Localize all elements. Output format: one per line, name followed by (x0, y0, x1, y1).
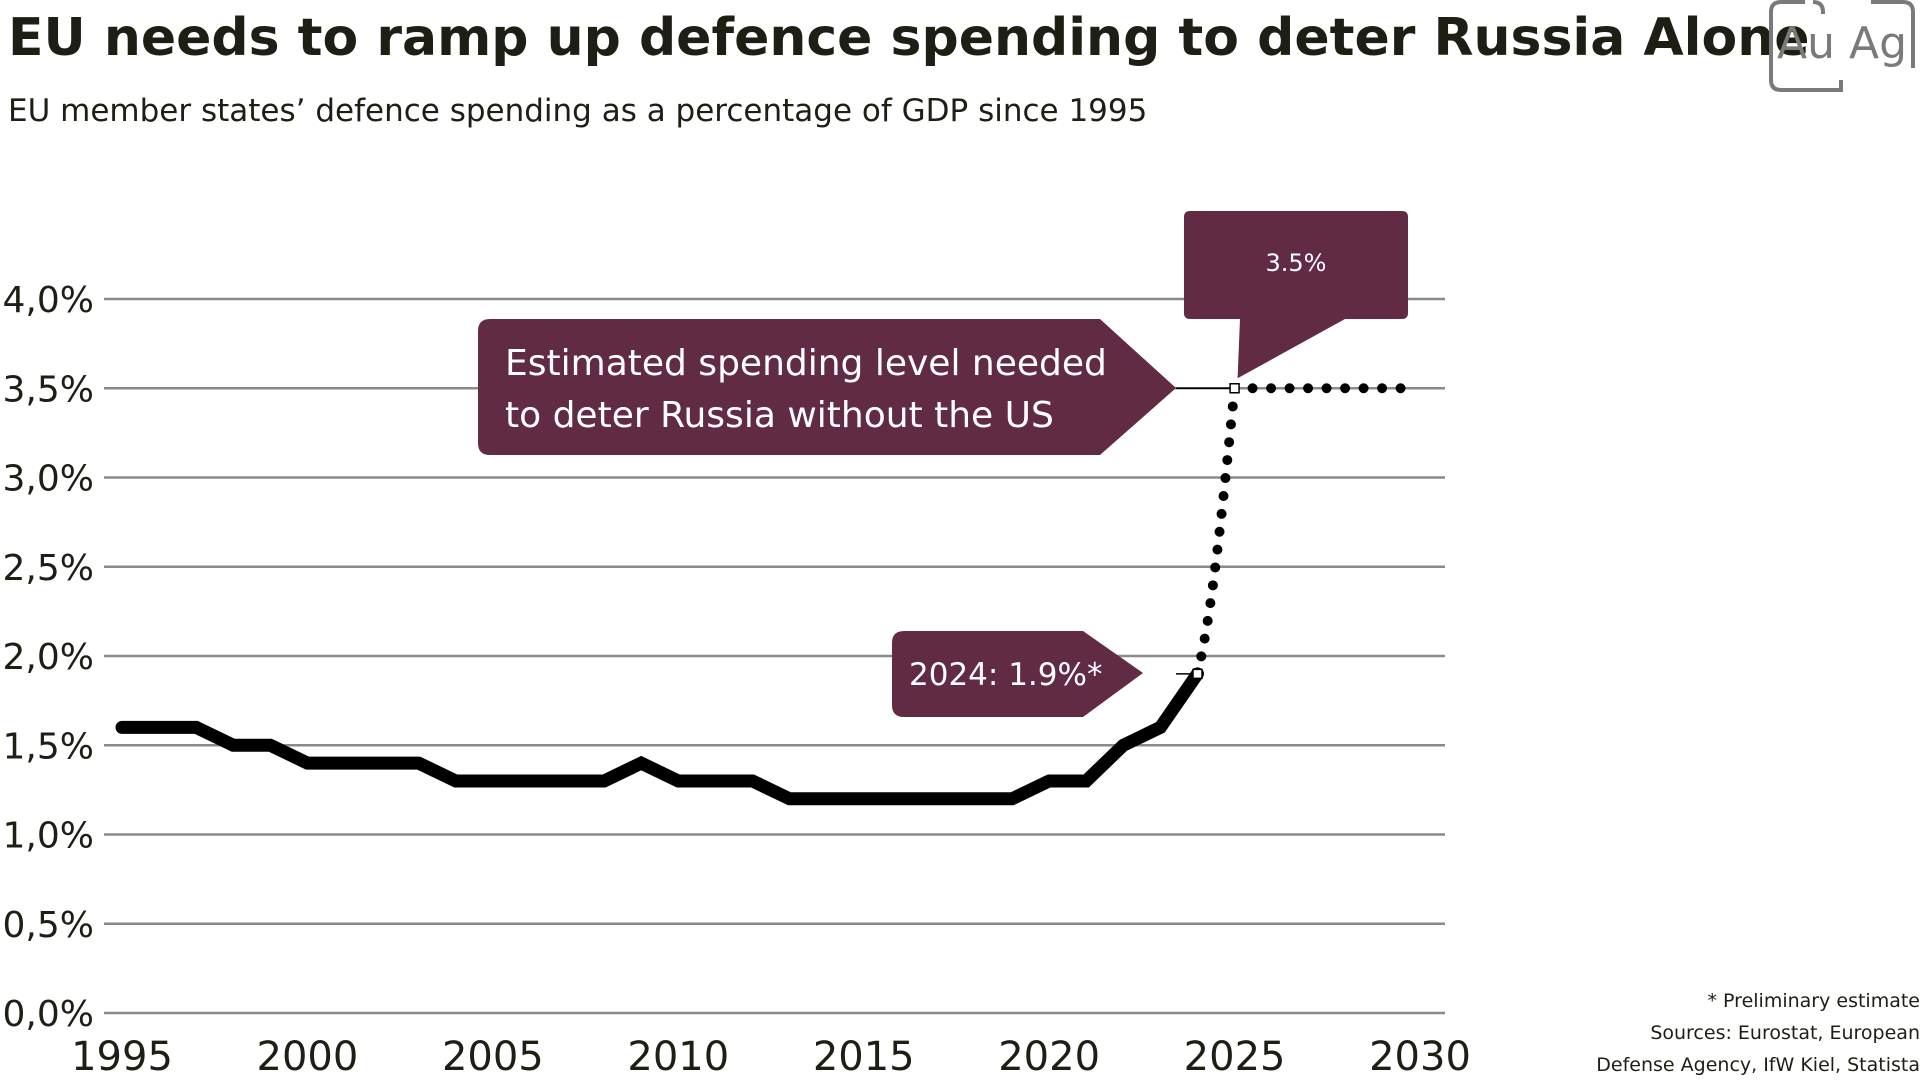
x-tick-label: 1995 (71, 1034, 173, 1080)
series-line-ramp (1197, 388, 1234, 674)
annotation-connectors (1176, 388, 1235, 674)
y-tick-label: 1,5% (3, 726, 94, 767)
y-tick-label: 0,0% (3, 994, 94, 1035)
y-tick-label: 2,5% (3, 548, 94, 589)
y-tick-label: 3,0% (3, 459, 94, 500)
y-tick-label: 0,5% (3, 905, 94, 946)
x-tick-label: 2005 (442, 1034, 544, 1080)
footnote-preliminary: * Preliminary estimate (1596, 985, 1920, 1017)
y-axis-ticks: 0,0% 0,5% 1,0% 1,5% 2,0% 2,5% 3,0% 3,5% 4,0% (3, 280, 94, 1035)
x-tick-label: 2010 (627, 1034, 729, 1080)
x-tick-label: 2020 (998, 1034, 1100, 1080)
marker-2024 (1193, 669, 1202, 678)
callout-target-box (1184, 211, 1408, 378)
x-tick-label: 2000 (257, 1034, 359, 1080)
y-tick-label: 1,0% (3, 816, 94, 857)
x-tick-label: 2030 (1369, 1034, 1471, 1080)
callout-deterrence-line1: Estimated spending level needed (505, 343, 1107, 384)
x-axis-ticks: 1995 2000 2005 2010 2015 2020 2025 2030 (71, 1034, 1471, 1080)
x-tick-label: 2025 (1184, 1034, 1286, 1080)
callout-2024-label: 2024: 1.9%* (909, 657, 1102, 693)
footnote-sources-2: Defense Agency, IfW Kiel, Statista (1596, 1049, 1920, 1081)
y-tick-label: 4,0% (3, 280, 94, 321)
footnote: * Preliminary estimate Sources: Eurostat… (1596, 985, 1920, 1081)
y-tick-label: 3,5% (3, 369, 94, 410)
x-tick-label: 2015 (813, 1034, 915, 1080)
callout-target-label: 3.5% (1266, 249, 1327, 277)
marker-target (1230, 384, 1239, 393)
y-tick-label: 2,0% (3, 637, 94, 678)
callout-deterrence-line2: to deter Russia without the US (505, 395, 1054, 436)
callouts: Estimated spending level needed to deter … (478, 211, 1408, 717)
footnote-sources-1: Sources: Eurostat, European (1596, 1017, 1920, 1049)
